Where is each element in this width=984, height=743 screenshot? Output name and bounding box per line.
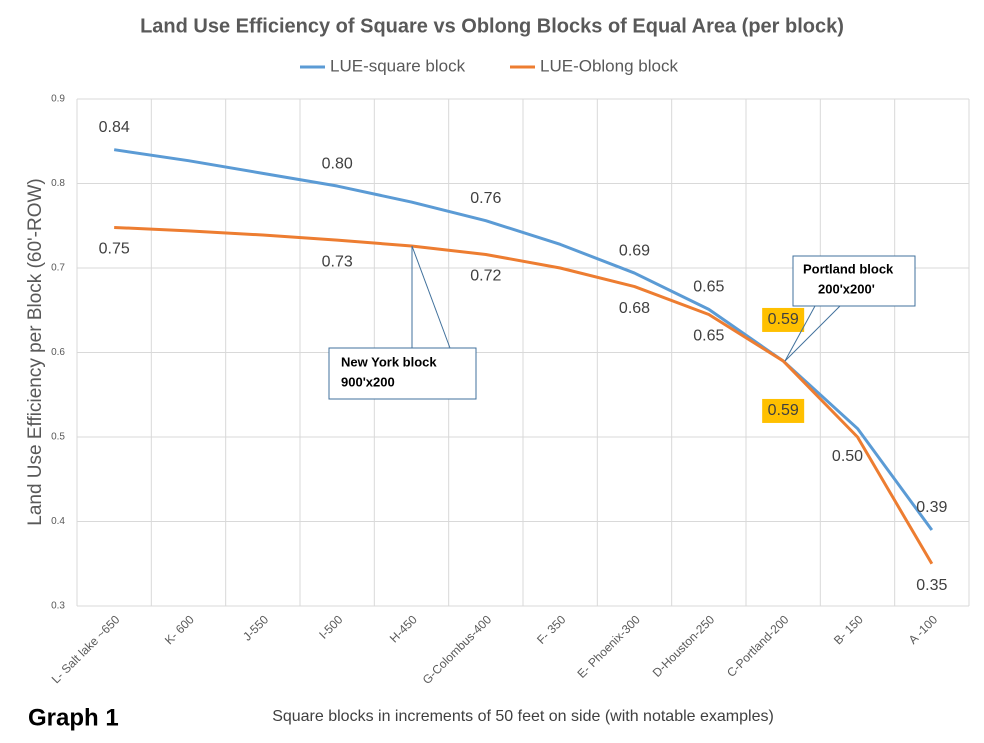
- y-tick-label: 0.4: [51, 516, 65, 527]
- y-tick-label: 0.8: [51, 178, 65, 189]
- data-label: 0.68: [619, 300, 650, 317]
- y-axis-label: Land Use Efficiency per Block (60'-ROW): [25, 178, 46, 526]
- data-label: 0.80: [322, 155, 353, 172]
- callout-text: New York block: [341, 354, 437, 369]
- y-tick-label: 0.9: [51, 94, 65, 105]
- data-label: 0.59: [768, 402, 799, 419]
- callout-pointer: [411, 245, 451, 349]
- data-label: 0.69: [619, 242, 650, 259]
- legend-item: LUE-square block: [300, 56, 466, 75]
- y-tick-label: 0.7: [51, 263, 65, 274]
- data-label: 0.50: [832, 448, 863, 465]
- data-label: 0.72: [470, 268, 501, 285]
- data-label: 0.59: [768, 311, 799, 328]
- callout-text: Portland block: [803, 261, 894, 276]
- data-label: 0.39: [916, 499, 947, 516]
- legend-label: LUE-square block: [330, 56, 466, 75]
- callout-text: 200'x200': [818, 281, 875, 296]
- chart-title: Land Use Efficiency of Square vs Oblong …: [140, 15, 844, 37]
- data-label-highlight: [762, 398, 805, 423]
- data-label: 0.75: [99, 241, 130, 258]
- callout-box: [792, 255, 916, 307]
- series-line: [114, 225, 934, 565]
- data-label: 0.35: [916, 577, 947, 594]
- callout: Portland block 200'x200': [784, 255, 916, 362]
- data-label-highlight: [762, 307, 805, 332]
- legend-label: LUE-Oblong block: [540, 56, 678, 75]
- data-label: 0.73: [322, 253, 353, 270]
- data-label: 0.65: [693, 328, 724, 345]
- legend-item: LUE-Oblong block: [510, 56, 678, 75]
- y-tick-label: 0.3: [51, 601, 65, 612]
- callout-text: 900'x200: [341, 374, 395, 389]
- y-tick-label: 0.5: [51, 432, 65, 443]
- data-label: 0.84: [99, 119, 130, 136]
- data-label: 0.65: [693, 279, 724, 296]
- callout: New York block 900'x200: [328, 245, 477, 400]
- callout-pointer: [784, 305, 841, 362]
- graph-label: Graph 1: [28, 704, 119, 731]
- callout-box: [328, 347, 477, 400]
- x-axis-label: Square blocks in increments of 50 feet o…: [272, 708, 774, 725]
- data-label: 0.76: [470, 190, 501, 207]
- y-tick-label: 0.6: [51, 347, 65, 358]
- callout-pointer: [784, 305, 816, 362]
